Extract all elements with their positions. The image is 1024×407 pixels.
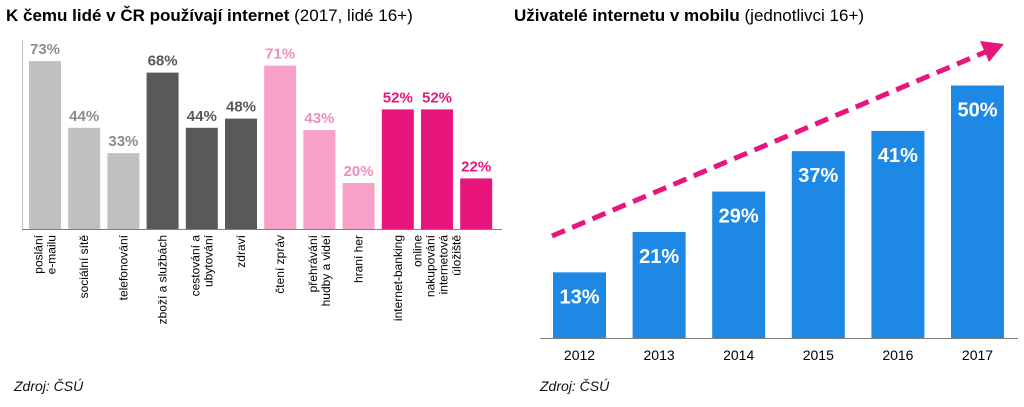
right-bar-2017 xyxy=(951,85,1004,338)
trend-arrow-line xyxy=(551,47,991,239)
left-value-label-5: 48% xyxy=(226,99,256,116)
left-title-main: K čemu lidé v ČR používají internet xyxy=(6,6,290,25)
left-bar-0 xyxy=(29,61,61,229)
right-bar-2014 xyxy=(712,191,766,338)
right-value-label-2014: 29% xyxy=(719,206,759,228)
right-category-label-2014: 2014 xyxy=(723,347,754,363)
right-chart-title: Uživatelé internetu v mobilu (jednotlivc… xyxy=(514,6,864,26)
left-value-label-4: 44% xyxy=(187,108,217,125)
right-value-label-2015: 37% xyxy=(798,165,838,187)
left-bar-8 xyxy=(342,183,375,229)
left-category-label-9-0: internet-banking xyxy=(391,235,405,321)
left-bar-2 xyxy=(107,153,140,229)
left-bar-4 xyxy=(185,127,218,229)
right-title-main: Uživatelé internetu v mobilu xyxy=(514,6,740,25)
left-value-label-7: 43% xyxy=(304,110,334,127)
left-category-label-4-0: cestování a xyxy=(188,235,202,297)
right-value-label-2012: 13% xyxy=(559,286,599,308)
source-right: Zdroj: ČSÚ xyxy=(540,378,610,394)
left-bar-1 xyxy=(68,127,101,229)
left-bar-10 xyxy=(421,109,453,229)
right-category-label-2012: 2012 xyxy=(564,347,595,363)
right-category-label-2015: 2015 xyxy=(803,347,834,363)
left-category-label-1-0: sociální sítě xyxy=(77,235,91,299)
left-category-label-4-1: ubytování xyxy=(201,234,215,287)
right-category-label-2013: 2013 xyxy=(644,347,675,363)
left-value-label-6: 71% xyxy=(265,46,295,63)
left-bar-11 xyxy=(460,178,493,229)
source-left: Zdroj: ČSÚ xyxy=(14,378,84,394)
left-value-label-3: 68% xyxy=(148,53,178,70)
left-value-label-11: 22% xyxy=(461,158,491,175)
left-category-label-0-1: e-mailu xyxy=(45,235,59,274)
left-category-label-8-0: hraní her xyxy=(352,235,366,283)
left-bar-3 xyxy=(146,72,179,229)
left-bar-7 xyxy=(303,130,336,229)
left-category-label-10-0: online xyxy=(411,235,425,267)
left-value-label-1: 44% xyxy=(69,108,99,125)
left-category-label-10-2: internetová xyxy=(437,235,451,295)
left-category-label-2-0: telefonování xyxy=(116,234,130,300)
right-value-label-2017: 50% xyxy=(957,100,997,122)
trend-arrow-head xyxy=(980,41,1004,62)
left-category-label-10-1: nakupování xyxy=(424,234,438,297)
right-value-label-2016: 41% xyxy=(878,145,918,167)
right-bar-2012 xyxy=(553,272,606,338)
right-bar-2016 xyxy=(871,130,925,338)
left-value-label-10: 52% xyxy=(422,89,452,106)
left-value-label-0: 73% xyxy=(30,41,60,58)
left-category-label-3-0: zboží a službách xyxy=(156,235,170,324)
left-value-label-2: 33% xyxy=(108,133,138,150)
left-category-label-6-0: čtení zpráv xyxy=(273,235,287,294)
left-bar-5 xyxy=(225,118,257,229)
left-value-label-9: 52% xyxy=(383,89,413,106)
left-category-label-7-0: přehrávání xyxy=(306,234,320,292)
right-category-label-2016: 2016 xyxy=(882,347,913,363)
right-title-sub: (jednotlivci 16+) xyxy=(744,6,865,25)
left-title-sub: (2017, lidé 16+) xyxy=(294,6,413,25)
right-category-label-2017: 2017 xyxy=(962,347,993,363)
left-bar-6 xyxy=(264,65,297,229)
left-category-label-10-3: úložiště xyxy=(450,235,464,276)
right-bar-2015 xyxy=(791,151,845,338)
left-value-label-8: 20% xyxy=(344,163,374,180)
left-bar-9 xyxy=(381,109,414,229)
left-category-label-7-1: hudby a videí xyxy=(319,234,333,306)
left-category-label-5-0: zdraví xyxy=(234,234,248,267)
left-chart-title: K čemu lidé v ČR používají internet (201… xyxy=(6,6,413,26)
right-bar-2013 xyxy=(632,231,686,338)
left-category-label-0-0: poslání xyxy=(32,234,46,273)
right-value-label-2013: 21% xyxy=(639,246,679,268)
